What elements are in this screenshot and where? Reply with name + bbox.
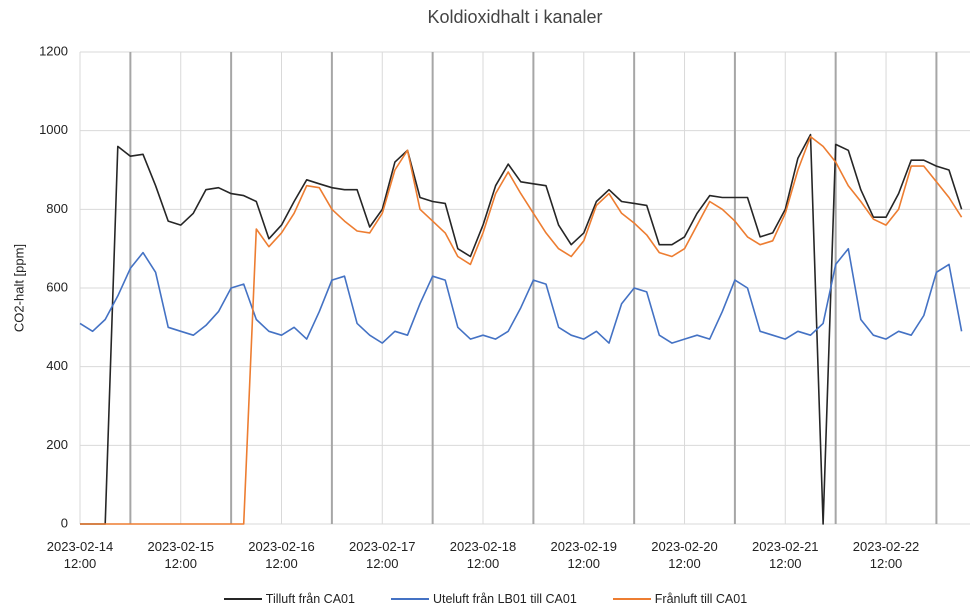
x-tick-label: 2023-02-20 12:00 (651, 539, 718, 571)
y-tick-label: 200 (46, 437, 68, 452)
x-tick-label: 2023-02-16 12:00 (248, 539, 315, 571)
y-axis-label: CO2-halt [ppm] (11, 244, 26, 332)
legend-swatch (223, 598, 262, 600)
x-tick-label: 2023-02-21 12:00 (752, 539, 819, 571)
legend-swatch (612, 598, 651, 600)
legend-item: Frånluft till CA01 (612, 592, 748, 606)
legend-item: Tilluft från CA01 (223, 592, 355, 606)
y-tick-label: 1000 (39, 122, 68, 137)
y-tick-label: 800 (46, 201, 68, 216)
series-line (79, 247, 963, 344)
legend-label: Tilluft från CA01 (265, 592, 355, 606)
series-line (80, 135, 963, 525)
y-tick-label: 400 (46, 358, 68, 373)
y-tick-label: 1200 (39, 43, 68, 58)
x-tick-label: 2023-02-18 12:00 (449, 539, 517, 571)
x-tick-label: 2023-02-15 12:00 (147, 539, 215, 571)
x-tick-label: 2023-02-17 12:00 (349, 539, 416, 571)
y-tick-label: 0 (61, 515, 68, 530)
series-line (80, 133, 963, 525)
legend: Tilluft från CA01 Uteluft från LB01 till … (0, 592, 971, 606)
x-tick-label: 2023-02-14 12:00 (46, 539, 114, 571)
x-tick-label: 2023-02-22 12:00 (852, 539, 920, 571)
legend-swatch (390, 598, 429, 600)
y-tick-label: 600 (46, 279, 68, 294)
x-tick-label: 2023-02-19 12:00 (550, 539, 618, 571)
grid (79, 51, 970, 525)
legend-label: Uteluft från LB01 till CA01 (432, 592, 577, 606)
chart-title: Koldioxidhalt i kanaler (427, 7, 602, 27)
legend-item: Uteluft från LB01 till CA01 (390, 592, 577, 606)
legend-label: Frånluft till CA01 (654, 592, 748, 606)
